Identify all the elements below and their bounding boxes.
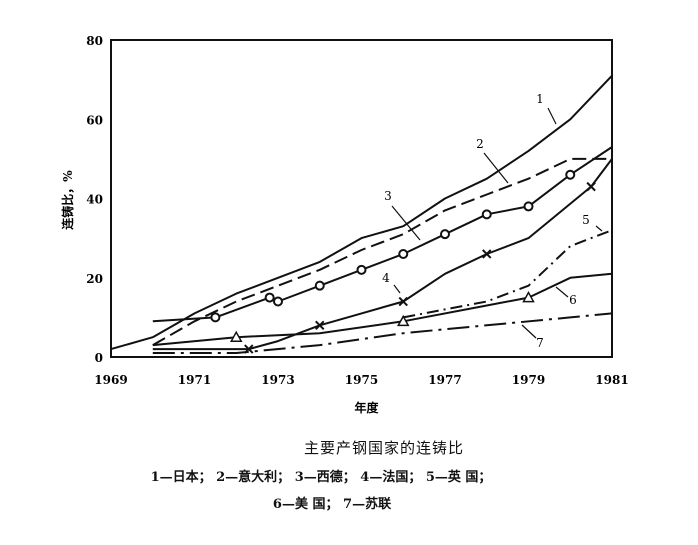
x-tick-label: 1975 <box>345 373 378 387</box>
leader-line-7 <box>521 324 537 339</box>
leader-line-3 <box>391 205 421 241</box>
x-tick-label: 1981 <box>595 373 628 387</box>
series-line-7 <box>152 312 613 354</box>
series-number-label-5: 5 <box>582 213 590 227</box>
figure-caption-title: 主要产钢国家的连铸比 <box>303 439 464 457</box>
circle-marker <box>481 209 492 220</box>
y-tick-label: 60 <box>86 113 103 127</box>
y-tick-label: 0 <box>95 351 103 365</box>
series-line-5 <box>403 229 613 319</box>
series-line-6 <box>152 272 613 347</box>
series-number-label-3: 3 <box>384 189 392 203</box>
series-number-label-7: 7 <box>536 336 544 350</box>
x-tick-label: 1973 <box>261 373 294 387</box>
x-marker <box>398 296 408 307</box>
series-line-4 <box>152 158 613 351</box>
leader-line-4 <box>393 284 401 294</box>
circle-marker <box>356 264 367 275</box>
leader-line-6 <box>555 286 569 298</box>
circle-marker <box>314 280 325 291</box>
x-tick-label: 1979 <box>512 373 545 387</box>
triangle-marker <box>229 330 243 342</box>
legend-line-2: 6—美 国； 7—苏联 <box>272 497 392 512</box>
series-number-label-2: 2 <box>476 137 484 151</box>
x-axis-label: 年度 <box>354 400 379 415</box>
x-marker <box>586 181 596 192</box>
x-marker <box>482 249 492 259</box>
leader-line-2 <box>483 152 509 184</box>
circle-marker <box>210 312 221 323</box>
circle-marker <box>398 248 409 259</box>
x-tick-label: 1971 <box>178 373 211 387</box>
leader-line-1 <box>547 107 557 125</box>
series-number-label-1: 1 <box>536 92 544 106</box>
y-tick-label: 20 <box>86 272 103 286</box>
circle-marker <box>440 229 450 240</box>
y-tick-label: 80 <box>86 34 103 48</box>
plot-frame <box>110 39 613 358</box>
series-line-2 <box>152 157 612 346</box>
circle-marker <box>523 201 534 212</box>
circle-marker <box>273 296 283 307</box>
legend-line-1: 1—日本； 2—意大利； 3—西德； 4—法国； 5—英 国； <box>150 470 492 485</box>
line-chart: 0 20 40 60 80 1969 1971 1973 1975 1977 1979 1981 年度 连… <box>60 34 629 415</box>
y-tick-label: 40 <box>86 193 103 207</box>
triangle-marker <box>522 291 535 303</box>
y-axis-label: 连铸比，% <box>60 170 75 230</box>
triangle-marker <box>396 314 410 327</box>
circle-marker <box>565 169 576 180</box>
leader-line-5 <box>595 225 603 232</box>
circle-marker <box>264 292 275 303</box>
x-tick-label: 1969 <box>94 373 127 387</box>
chart-labels: 1 2 3 4 5 6 7 <box>382 92 603 350</box>
series-line-1 <box>110 75 613 351</box>
chart-axes: 0 20 40 60 80 1969 1971 1973 1975 1977 1979 1981 年度 连… <box>60 34 629 415</box>
series-line-3 <box>152 146 613 323</box>
series-number-label-4: 4 <box>382 271 390 285</box>
x-marker <box>315 320 325 331</box>
x-tick-label: 1977 <box>428 373 461 387</box>
series-number-label-6: 6 <box>569 293 577 307</box>
chart-series <box>110 75 613 354</box>
